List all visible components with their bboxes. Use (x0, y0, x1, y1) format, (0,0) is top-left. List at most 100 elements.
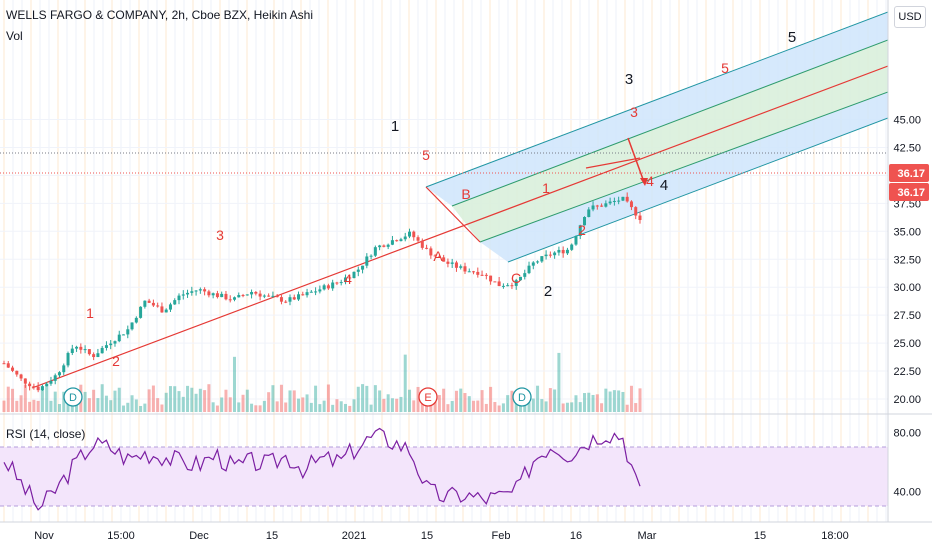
price-tick-label: 42.50 (893, 142, 921, 154)
candle (373, 247, 377, 256)
candle (258, 293, 262, 297)
rsi-axis[interactable]: 40.00 80.00 (893, 427, 921, 498)
projection-arrows (585, 137, 648, 186)
candle (484, 274, 488, 276)
candle (113, 341, 117, 344)
candle (348, 277, 352, 279)
event-marker[interactable]: E (418, 387, 438, 407)
time-axis[interactable]: Nov 15:00 Dec 15 2021 15 Feb 16 Mar 15 18:00 (34, 530, 849, 542)
pitchfork-inner-channel (452, 40, 888, 242)
candle (595, 205, 599, 207)
candle (160, 306, 164, 313)
wave-label-red: 1 (542, 180, 550, 196)
price-axis[interactable]: 20.00 22.50 25.00 27.50 30.00 32.50 35.00 37.50… (893, 115, 921, 407)
volume-bar (591, 394, 595, 412)
event-marker[interactable]: D (63, 387, 83, 407)
wave-label-red: B (461, 186, 470, 202)
volume-bar (378, 390, 382, 412)
volume-bar (143, 403, 147, 412)
time-tick-label: 15 (754, 530, 766, 542)
volume-bar (130, 395, 134, 412)
volume-bar (2, 400, 6, 412)
volume-bar (339, 401, 343, 412)
rsi-pane[interactable] (0, 427, 888, 511)
volume-bar (634, 403, 638, 412)
volume-bar (463, 393, 467, 412)
volume-bar (53, 391, 57, 412)
volume-bar (548, 388, 552, 412)
candle (156, 305, 160, 307)
last-price-value: 36.17 (897, 187, 925, 199)
volume-bar (331, 404, 335, 412)
volume-bar (459, 388, 463, 412)
volume-bar (429, 404, 433, 412)
candle (254, 291, 258, 294)
volume-bar (446, 404, 450, 412)
candle (386, 244, 390, 247)
price-tick-label: 37.50 (893, 198, 921, 210)
wave-label-red: 4 (646, 173, 654, 189)
candle (352, 271, 356, 279)
candle (237, 295, 241, 298)
volume-bar (100, 384, 104, 412)
volume-bar (177, 391, 181, 412)
wave-label-black: 5 (788, 29, 796, 46)
volume-bar (40, 388, 44, 412)
candle (28, 383, 32, 387)
volume-bar (356, 386, 360, 412)
volume-bar (139, 405, 143, 412)
time-tick-label: 2021 (342, 530, 366, 542)
volume-bar (275, 401, 279, 412)
candle (403, 236, 407, 240)
time-tick-label: 16 (570, 530, 582, 542)
candle (365, 256, 369, 266)
candle (126, 329, 130, 335)
last-price-labels: 36.17 36.17 (889, 164, 929, 201)
candle (53, 375, 57, 381)
candle (527, 265, 531, 274)
candle (2, 363, 6, 365)
candle (147, 300, 151, 303)
volume-bar (160, 404, 164, 412)
volume-bar (540, 399, 544, 412)
candle (425, 247, 429, 249)
candle (548, 254, 552, 256)
candle (382, 245, 386, 247)
volume-bar (420, 401, 424, 412)
volume-bar (194, 393, 198, 412)
volume-bar (335, 399, 339, 412)
candle (634, 207, 638, 216)
candle (79, 346, 83, 350)
candle (506, 285, 510, 287)
volume-bar (211, 402, 215, 412)
candle (399, 239, 403, 242)
volume-bar (472, 400, 476, 412)
volume-bar (604, 388, 608, 412)
candle (335, 282, 339, 284)
currency-button[interactable]: USD (894, 6, 926, 28)
volume-bar (237, 402, 241, 412)
candle (168, 304, 172, 310)
candle (557, 249, 561, 253)
wave-label-red: 5 (721, 60, 729, 76)
candle (553, 252, 557, 256)
candle (6, 363, 10, 368)
volume-bar (629, 385, 633, 412)
candle (450, 262, 454, 264)
candle (32, 386, 36, 388)
candle (361, 265, 365, 270)
candle (211, 293, 215, 296)
time-tick-label: Feb (492, 530, 511, 542)
candle (583, 217, 587, 226)
volume-bar (343, 403, 347, 412)
time-tick-label: 18:00 (821, 530, 849, 542)
candle (57, 372, 61, 376)
wave-labels: 1 2 3 4 5 A B C 1 2 3 4 5 1 2 3 4 5 (86, 29, 796, 369)
event-marker[interactable]: D (512, 387, 532, 407)
andrews-pitchfork[interactable] (31, 11, 888, 389)
volume-bar (11, 388, 15, 412)
volume-bar (625, 404, 629, 412)
candle (177, 295, 181, 301)
